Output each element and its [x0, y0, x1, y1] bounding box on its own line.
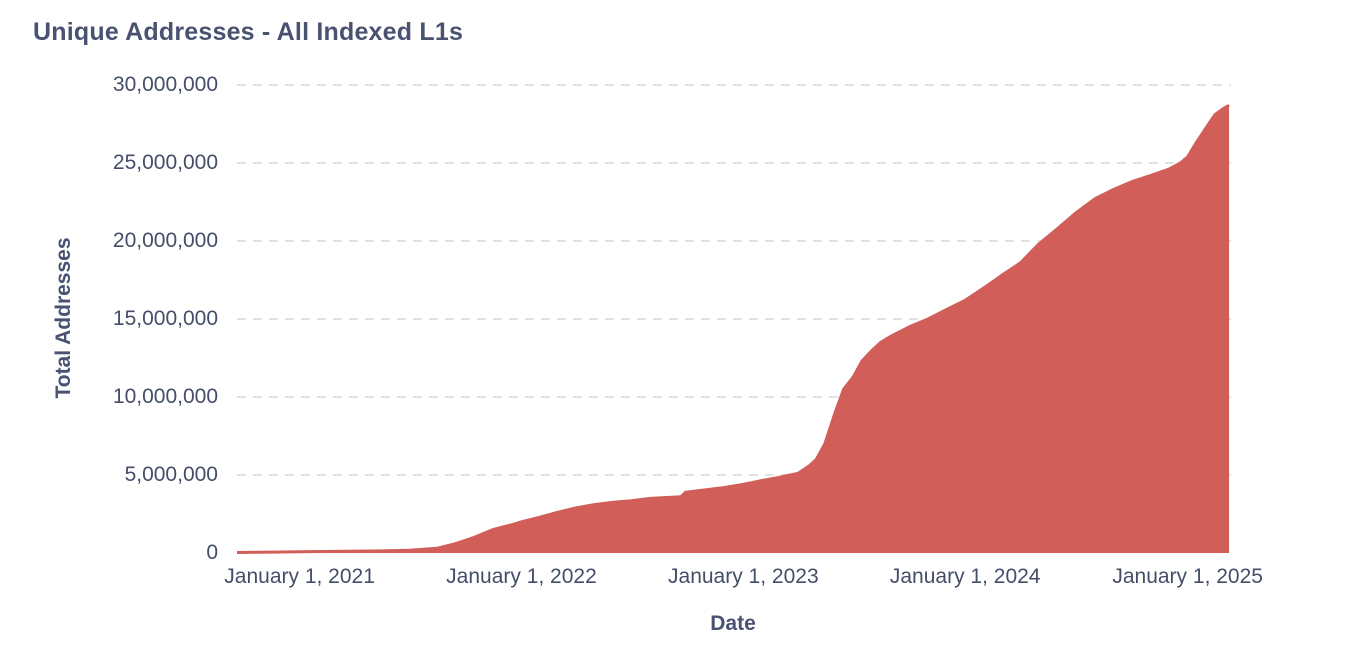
x-tick-label: January 1, 2023 [668, 565, 819, 588]
y-tick-label: 20,000,000 [112, 229, 218, 252]
y-tick-label: 10,000,000 [112, 385, 218, 408]
x-tick-label: January 1, 2021 [224, 565, 375, 588]
x-tick-label: January 1, 2022 [446, 565, 597, 588]
x-axis-title: Date [710, 612, 756, 635]
area-series[interactable] [237, 105, 1229, 554]
y-tick-label: 15,000,000 [112, 307, 218, 330]
y-tick-label: 25,000,000 [112, 151, 218, 174]
y-tick-label: 30,000,000 [112, 73, 218, 96]
y-tick-label: 0 [206, 541, 218, 564]
y-tick-label: 5,000,000 [124, 463, 218, 486]
chart-title: Unique Addresses - All Indexed L1s [33, 18, 464, 46]
x-tick-label: January 1, 2025 [1112, 565, 1263, 588]
x-tick-label: January 1, 2024 [889, 565, 1041, 588]
series-line [236, 103, 1230, 554]
